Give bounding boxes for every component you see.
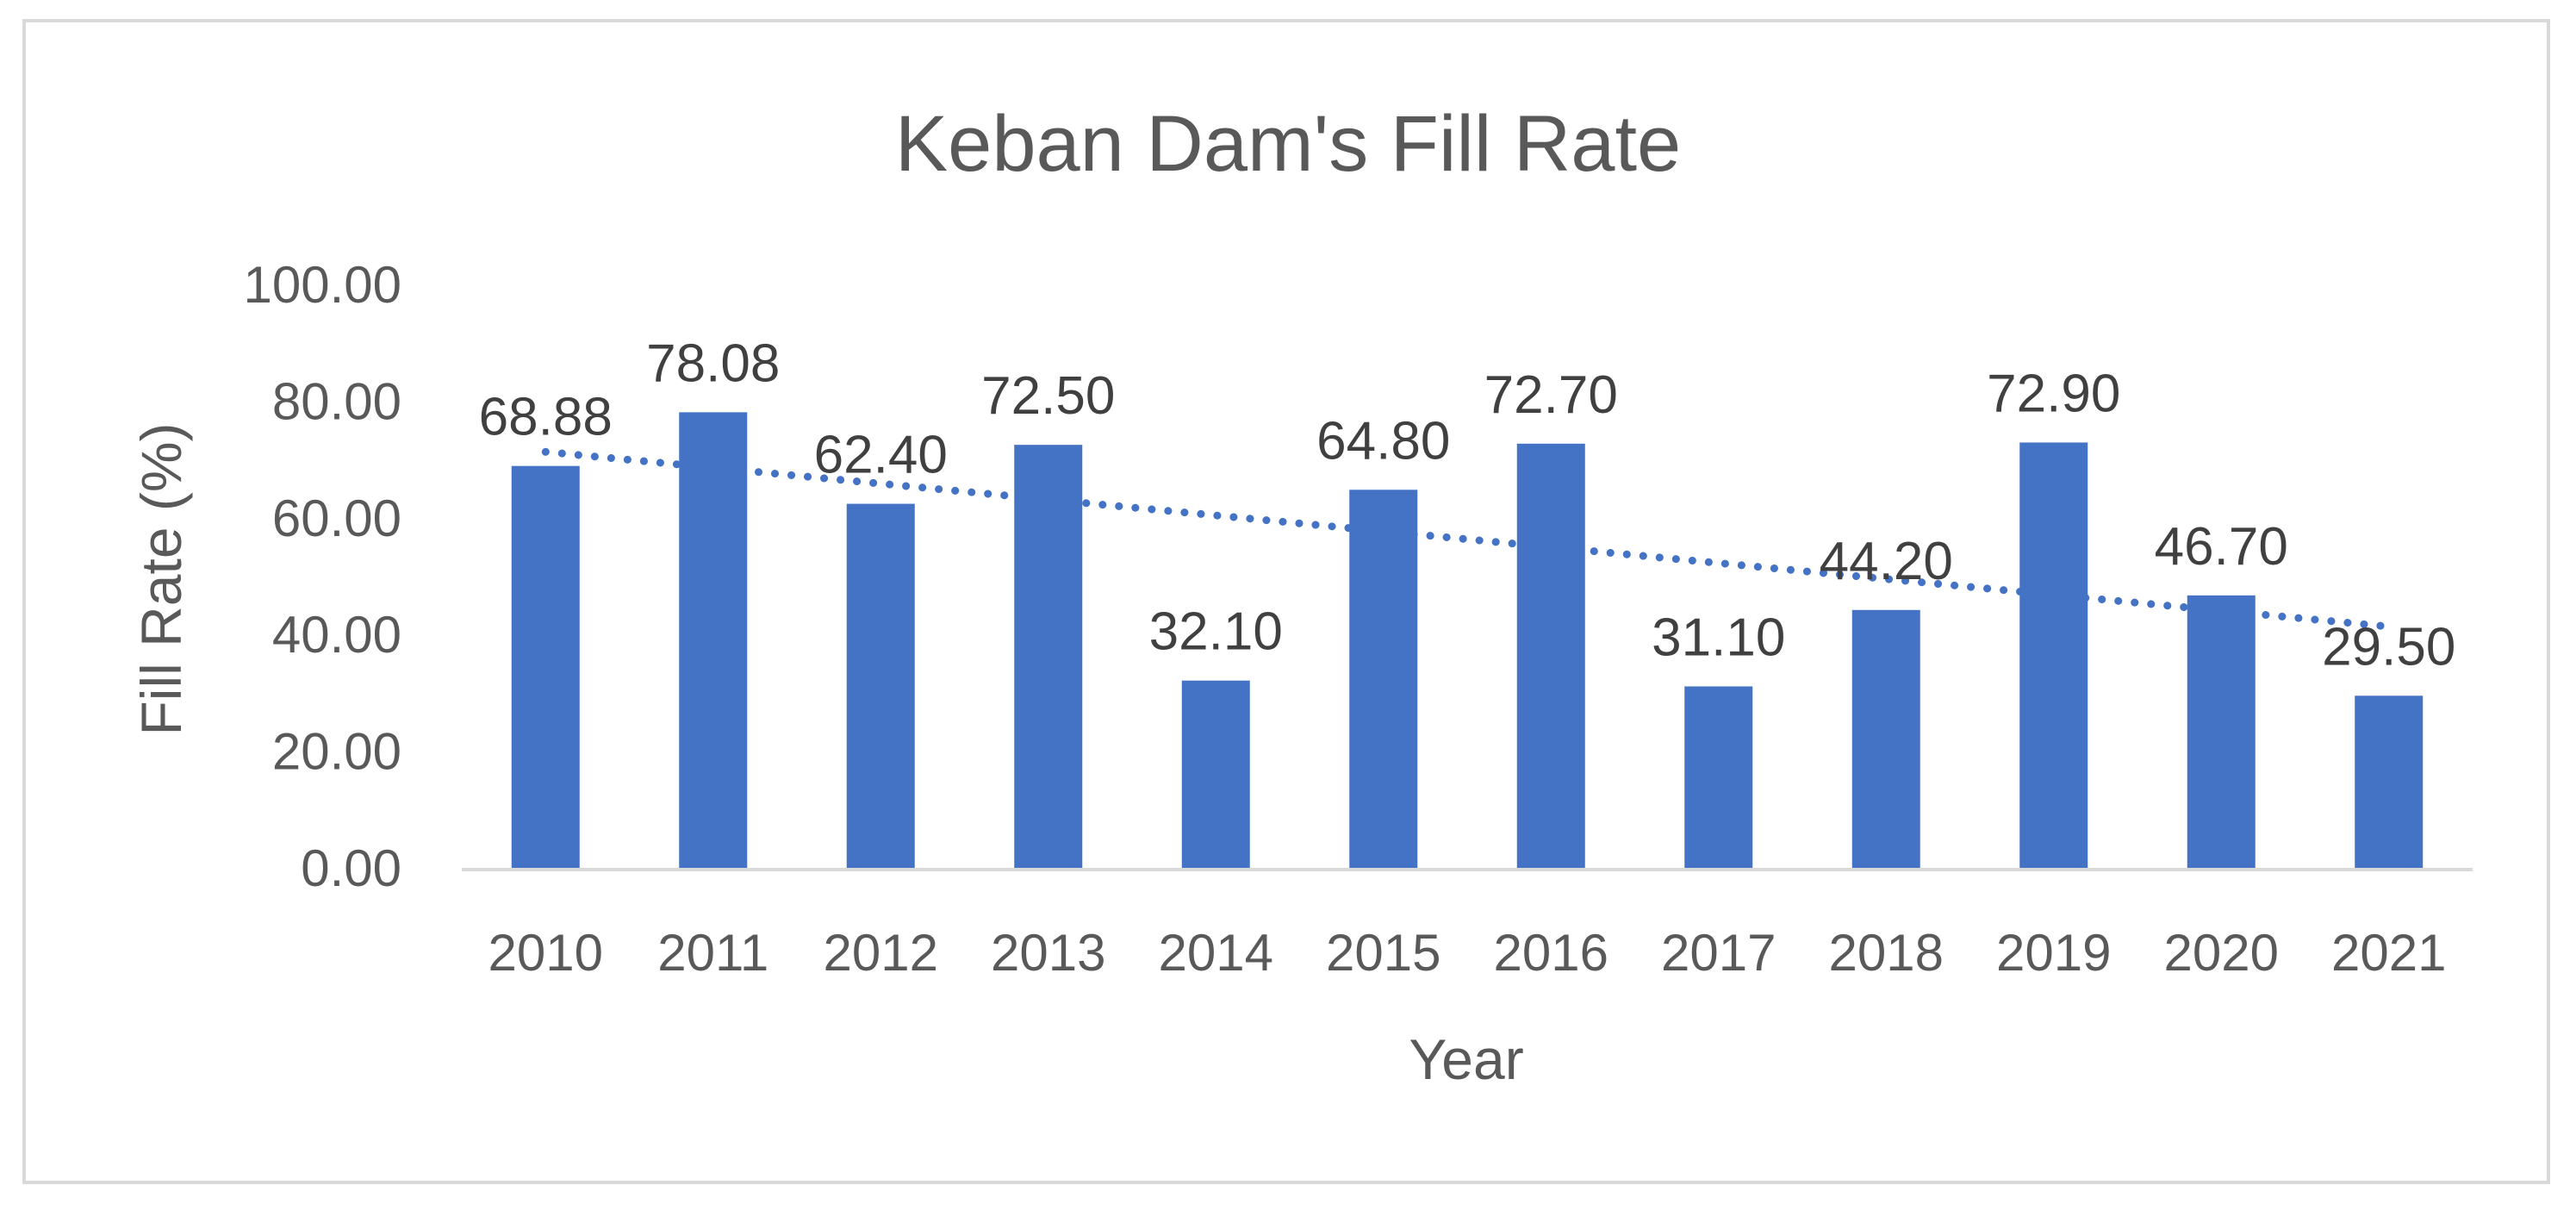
y-axis-ticks: 0.00 20.00 40.00 60.00 80.00 100.00 <box>243 256 401 897</box>
data-label-2015: 64.80 <box>1316 411 1450 471</box>
bar-2018 <box>1851 609 1920 868</box>
data-label-2020: 46.70 <box>2155 517 2288 577</box>
data-label-2021: 29.50 <box>2322 617 2455 677</box>
x-tick-label: 2021 <box>2331 924 2446 982</box>
bar-2019 <box>2019 442 2088 868</box>
bar-2013 <box>1014 445 1083 868</box>
x-tick-label: 2014 <box>1159 924 1273 982</box>
bar-2021 <box>2355 695 2424 868</box>
y-tick-label: 80.00 <box>272 372 401 430</box>
x-tick-label: 2013 <box>991 924 1105 982</box>
data-labels: 68.88 78.08 62.40 72.50 32.10 64.80 72.70 31.10… <box>479 334 2456 677</box>
y-tick-label: 100.00 <box>243 256 401 314</box>
data-label-2019: 72.90 <box>1987 364 2120 423</box>
x-tick-label: 2018 <box>1829 924 1944 982</box>
bar-2012 <box>846 503 915 868</box>
x-tick-label: 2012 <box>824 924 938 982</box>
x-tick-label: 2011 <box>657 924 768 982</box>
bar-2011 <box>679 412 748 868</box>
chart-frame <box>22 19 2550 1184</box>
bar-2016 <box>1516 443 1585 868</box>
x-tick-label: 2019 <box>1996 924 2111 982</box>
x-tick-label: 2016 <box>1494 924 1608 982</box>
x-tick-label: 2017 <box>1661 924 1776 982</box>
y-axis-title: Fill Rate (%) <box>129 422 193 735</box>
data-label-2014: 32.10 <box>1149 602 1283 662</box>
trendline <box>541 447 2393 631</box>
data-label-2017: 31.10 <box>1652 608 1785 667</box>
x-tick-label: 2015 <box>1326 924 1440 982</box>
x-tick-label: 2010 <box>488 924 603 982</box>
y-tick-label: 60.00 <box>272 490 401 547</box>
y-tick-label: 40.00 <box>272 606 401 664</box>
bar-2014 <box>1181 680 1250 868</box>
bar-2010 <box>511 465 580 868</box>
data-label-2018: 44.20 <box>1820 532 1953 591</box>
bar-2015 <box>1349 490 1418 868</box>
linear-trendline <box>541 447 2393 631</box>
bars <box>511 412 2424 868</box>
x-axis-ticks: 2010 2011 2012 2013 2014 2015 2016 2017 2018 2019… <box>488 924 2447 982</box>
x-tick-label: 2020 <box>2164 924 2279 982</box>
data-label-2016: 72.70 <box>1484 365 1618 425</box>
y-tick-label: 20.00 <box>272 723 401 781</box>
data-label-2010: 68.88 <box>479 388 613 447</box>
bar-2017 <box>1684 686 1753 868</box>
data-label-2012: 62.40 <box>814 426 948 485</box>
x-axis-title: Year <box>1409 1027 1523 1091</box>
y-tick-label: 0.00 <box>301 839 401 897</box>
chart-title: Keban Dam's Fill Rate <box>895 100 1681 188</box>
data-label-2013: 72.50 <box>981 366 1115 426</box>
bar-2020 <box>2187 595 2256 868</box>
data-label-2011: 78.08 <box>646 334 780 393</box>
